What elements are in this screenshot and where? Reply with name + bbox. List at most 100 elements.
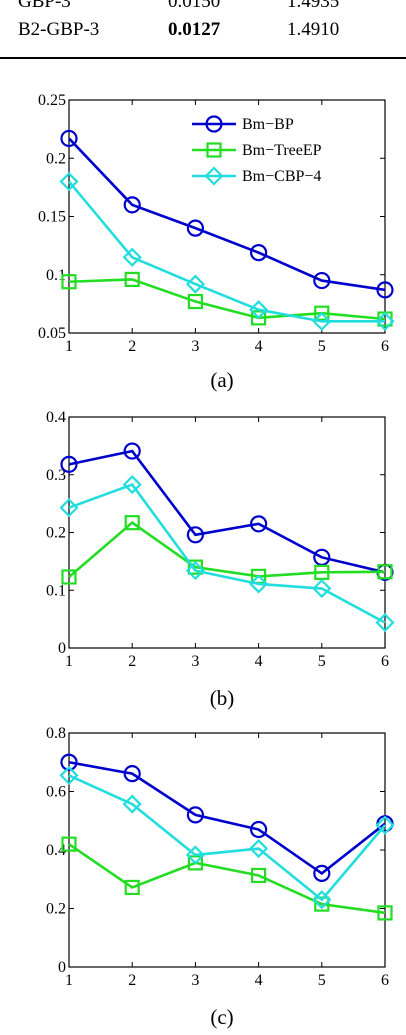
square-marker — [314, 305, 330, 321]
circle-marker — [60, 129, 78, 148]
series-line — [68, 843, 386, 915]
series-line — [68, 180, 385, 323]
series-line — [68, 774, 386, 902]
diamond-marker — [59, 765, 79, 785]
chart-caption: (c) — [210, 1005, 233, 1029]
square-marker — [251, 310, 267, 326]
x-tick-label: 1 — [65, 338, 73, 355]
row-value-2: 1.4910 — [287, 19, 340, 40]
x-tick-label: 4 — [255, 338, 263, 355]
plot-frame — [68, 732, 386, 968]
circle-marker — [313, 271, 331, 290]
chart-caption: (a) — [210, 368, 233, 392]
square-marker — [187, 559, 203, 575]
square-marker — [61, 274, 77, 290]
y-tick-label: 0.1 — [46, 582, 66, 599]
diamond-marker — [312, 578, 332, 599]
x-tick-label: 4 — [255, 972, 263, 989]
square-marker — [124, 271, 140, 288]
y-tick-label: 0.25 — [38, 92, 66, 109]
x-tick-label: 1 — [65, 972, 73, 989]
series-line — [68, 760, 386, 876]
circle-marker — [60, 753, 78, 771]
diamond-marker — [122, 247, 142, 267]
square-marker — [124, 515, 140, 531]
row-value-1: 0.0127 — [168, 19, 221, 40]
x-tick-label: 5 — [318, 972, 326, 989]
diamond-marker — [249, 574, 269, 594]
x-tick-label: 6 — [381, 338, 389, 355]
row-value-2: 1.4935 — [287, 0, 340, 12]
results-table: GBP-3 0.0150 1.4935 B2-GBP-3 0.0127 1.49… — [0, 0, 406, 60]
circle-marker — [250, 820, 268, 839]
square-marker — [61, 569, 77, 585]
diamond-marker — [59, 171, 79, 192]
legend-label: Bm−CBP−4 — [242, 168, 321, 185]
y-tick-label: 0.15 — [38, 209, 66, 226]
x-tick-label: 2 — [128, 972, 136, 989]
y-tick-label: 0.2 — [46, 525, 66, 542]
x-tick-label: 2 — [128, 653, 136, 670]
legend-circle-marker — [205, 115, 223, 133]
x-tick-label: 2 — [128, 338, 136, 355]
square-marker — [187, 293, 203, 310]
diamond-marker — [249, 838, 269, 859]
y-tick-label: 0.4 — [46, 842, 66, 859]
table-bottom-rule — [0, 57, 406, 59]
chart-a: 0.05 0.1 0.15 0.2 0.25 1 2 3 4 5 6 Bm−BP Bm−TreeEP Bm… — [38, 92, 395, 392]
diamond-marker — [185, 561, 205, 581]
circle-marker — [123, 765, 141, 783]
square-marker — [314, 564, 330, 580]
y-tick-label: 0 — [58, 959, 66, 976]
legend-square-marker — [206, 142, 222, 158]
square-marker — [61, 836, 77, 852]
row-value-1: 0.0150 — [168, 0, 221, 12]
diamond-marker — [185, 274, 205, 294]
series-line — [68, 278, 386, 321]
square-marker — [377, 564, 393, 580]
circle-marker — [60, 455, 78, 473]
y-tick-label: 0.1 — [46, 267, 66, 284]
x-tick-label: 6 — [381, 653, 389, 670]
x-tick-label: 3 — [191, 972, 199, 989]
circle-marker — [186, 526, 204, 544]
series-line — [68, 521, 386, 578]
chart-caption: (b) — [210, 686, 235, 710]
plot-frame — [68, 416, 386, 649]
diamond-marker — [122, 475, 142, 495]
circle-marker — [250, 515, 268, 533]
circle-marker — [123, 442, 141, 460]
y-tick-label: 0.05 — [38, 325, 66, 342]
diamond-marker — [185, 845, 205, 865]
diamond-marker — [375, 311, 395, 331]
diamond-marker — [59, 498, 79, 518]
series-line — [68, 483, 386, 624]
legend-label: Bm−BP — [242, 116, 294, 133]
y-tick-label: 0.2 — [46, 901, 66, 918]
x-tick-label: 5 — [318, 653, 326, 670]
square-marker — [187, 855, 203, 871]
circle-marker — [313, 864, 331, 882]
y-tick-label: 0.6 — [46, 784, 66, 801]
circle-marker — [123, 196, 141, 214]
series-line — [68, 449, 386, 574]
circle-marker — [376, 281, 394, 299]
diamond-marker — [312, 311, 332, 331]
circle-marker — [186, 806, 204, 824]
diamond-marker — [122, 794, 142, 814]
y-tick-label: 0.2 — [46, 150, 66, 167]
y-tick-label: 0.4 — [46, 409, 66, 426]
diamond-marker — [375, 613, 395, 633]
x-tick-label: 3 — [191, 338, 199, 355]
y-tick-label: 0.3 — [46, 467, 66, 484]
square-marker — [377, 905, 393, 921]
chart-c: 0 0.2 0.4 0.6 0.8 1 2 3 4 5 6 (c) — [46, 725, 395, 1029]
diamond-marker — [312, 890, 332, 910]
x-tick-label: 5 — [318, 338, 326, 355]
legend-diamond-marker — [204, 166, 224, 186]
square-marker — [251, 867, 267, 884]
legend-label: Bm−TreeEP — [242, 142, 322, 159]
x-tick-label: 4 — [255, 653, 263, 670]
y-tick-label: 0.8 — [46, 725, 66, 742]
chart-b: 0 0.1 0.2 0.3 0.4 1 2 3 4 5 6 (b) — [46, 409, 395, 710]
